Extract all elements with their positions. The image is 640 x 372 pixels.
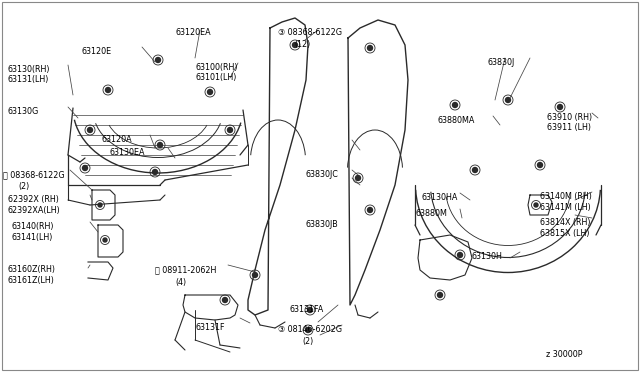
Text: (4): (4) — [175, 278, 186, 287]
Text: 63131FA: 63131FA — [290, 305, 324, 314]
Text: 63140(RH): 63140(RH) — [12, 222, 54, 231]
Text: 63140M (RH): 63140M (RH) — [540, 192, 592, 201]
Circle shape — [506, 97, 511, 103]
Circle shape — [83, 166, 88, 170]
Text: 63814X (RH): 63814X (RH) — [540, 218, 591, 227]
Circle shape — [103, 238, 107, 242]
Text: 63880M: 63880M — [415, 209, 447, 218]
Circle shape — [557, 105, 563, 109]
Circle shape — [355, 176, 360, 180]
Text: 63830J: 63830J — [487, 58, 515, 67]
Circle shape — [98, 203, 102, 207]
Text: 63130(RH): 63130(RH) — [8, 65, 51, 74]
Circle shape — [458, 253, 463, 257]
Text: ③ 08146-6202G: ③ 08146-6202G — [278, 325, 342, 334]
Text: (12): (12) — [294, 40, 310, 49]
Text: 63161Z(LH): 63161Z(LH) — [8, 276, 55, 285]
Circle shape — [438, 292, 442, 298]
Circle shape — [207, 90, 212, 94]
Text: 63830JB: 63830JB — [305, 220, 338, 229]
Circle shape — [106, 87, 111, 93]
Text: Ⓝ 08911-2062H: Ⓝ 08911-2062H — [155, 265, 216, 274]
Text: 63830JC: 63830JC — [305, 170, 338, 179]
Text: 63815X (LH): 63815X (LH) — [540, 229, 589, 238]
Circle shape — [152, 170, 157, 174]
Text: 63131F: 63131F — [195, 323, 225, 332]
Circle shape — [292, 42, 298, 48]
Text: z 30000P: z 30000P — [546, 350, 582, 359]
Circle shape — [472, 167, 477, 173]
Circle shape — [307, 308, 312, 312]
Circle shape — [538, 163, 543, 167]
Text: 63130HA: 63130HA — [421, 193, 458, 202]
Text: 63130EA: 63130EA — [110, 148, 145, 157]
Text: 63120A: 63120A — [102, 135, 132, 144]
Circle shape — [305, 327, 310, 333]
Text: 63101(LH): 63101(LH) — [195, 73, 236, 82]
Circle shape — [227, 128, 232, 132]
Circle shape — [157, 142, 163, 148]
Text: 62392XA(LH): 62392XA(LH) — [8, 206, 61, 215]
Text: 62392X (RH): 62392X (RH) — [8, 195, 59, 204]
Text: 63131(LH): 63131(LH) — [8, 75, 49, 84]
Text: 63880MA: 63880MA — [438, 116, 476, 125]
Text: 63130H: 63130H — [472, 252, 503, 261]
Text: 63100(RH): 63100(RH) — [195, 63, 237, 72]
Text: 63120E: 63120E — [82, 47, 112, 56]
Circle shape — [534, 203, 538, 207]
Text: 63130G: 63130G — [8, 107, 39, 116]
Circle shape — [367, 208, 372, 212]
Text: 63911 (LH): 63911 (LH) — [547, 123, 591, 132]
Circle shape — [223, 298, 227, 302]
Text: Ⓢ 08368-6122G: Ⓢ 08368-6122G — [3, 170, 65, 179]
Circle shape — [452, 103, 458, 108]
Text: 63910 (RH): 63910 (RH) — [547, 113, 592, 122]
Text: 63141M (LH): 63141M (LH) — [540, 203, 591, 212]
Text: 63160Z(RH): 63160Z(RH) — [8, 265, 56, 274]
Circle shape — [88, 128, 93, 132]
Text: ③ 08368-6122G: ③ 08368-6122G — [278, 28, 342, 37]
Text: (2): (2) — [302, 337, 313, 346]
Circle shape — [367, 45, 372, 51]
Text: 63120EA: 63120EA — [175, 28, 211, 37]
Text: (2): (2) — [18, 182, 29, 191]
Text: 63141(LH): 63141(LH) — [12, 233, 53, 242]
Circle shape — [253, 273, 257, 278]
Circle shape — [156, 58, 161, 62]
